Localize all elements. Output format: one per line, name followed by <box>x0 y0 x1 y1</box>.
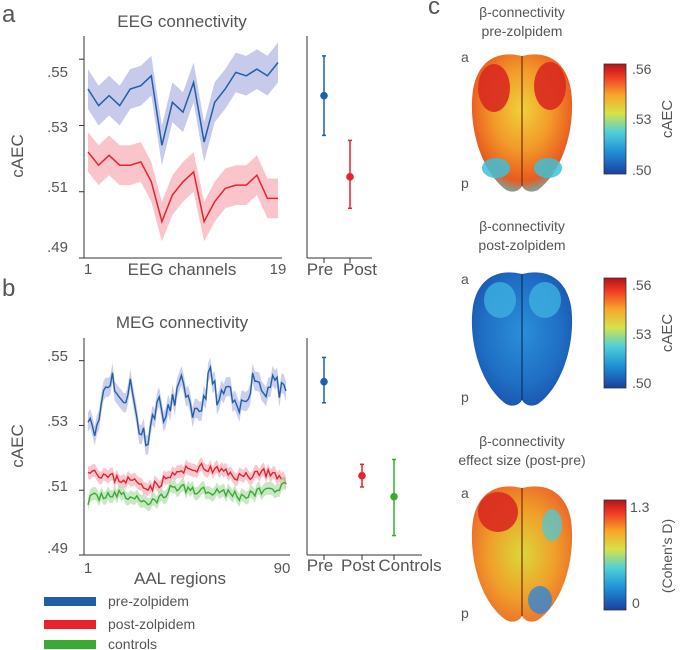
colorbar-label: cAEC <box>659 314 676 353</box>
x-tick-label: 19 <box>270 261 287 278</box>
brain-map-title-line2: effect size (post-pre) <box>458 452 585 468</box>
meg-connectivity-chart: MEG connectivity cAEC AAL regions 1 90 .… <box>8 313 290 588</box>
y-tick-label: .49 <box>47 239 68 256</box>
mean-point-post <box>346 173 354 181</box>
brain-map-title-line1: β-connectivity <box>479 433 565 449</box>
x-axis-label: AAL regions <box>134 569 226 588</box>
brain-region <box>529 282 561 318</box>
brain-map-pre: β-connectivity pre-zolpidem a p .56 .53 … <box>461 4 676 192</box>
category-label-controls: Controls <box>378 556 441 575</box>
series-band-controls <box>88 476 286 512</box>
series-band-post-zolpidem <box>88 457 286 498</box>
legend-label-pre: pre-zolpidem <box>108 593 189 609</box>
colorbar-tick: 1.3 <box>630 499 650 515</box>
meg-mean-chart: Pre Post Controls <box>306 338 442 575</box>
y-tick-label: .51 <box>47 478 68 495</box>
series-band-post-zolpidem <box>88 132 278 242</box>
mean-point-post <box>358 471 366 480</box>
orientation-posterior: p <box>461 605 469 621</box>
colorbar-tick: .50 <box>632 162 652 178</box>
orientation-posterior: p <box>461 389 469 405</box>
brain-map-title-line1: β-connectivity <box>479 4 565 20</box>
legend-label-controls: controls <box>108 636 157 650</box>
colorbar <box>603 277 627 389</box>
mean-point-controls <box>390 492 398 501</box>
colorbar-tick: .56 <box>632 61 652 77</box>
brain-region <box>482 158 510 178</box>
series-band-pre-zolpidem <box>88 357 286 456</box>
brain-hotspot <box>478 492 518 532</box>
eeg-connectivity-chart: EEG connectivity cAEC EEG channels 1 19 … <box>8 12 286 279</box>
colorbar-tick: .56 <box>632 277 652 293</box>
category-label-pre: Pre <box>307 260 333 279</box>
brain-map-title-line2: post-zolpidem <box>478 237 565 253</box>
category-label-post: Post <box>343 260 377 279</box>
y-tick-label: .55 <box>47 348 68 365</box>
brain-map-post: β-connectivity post-zolpidem a p .56 .53… <box>461 218 676 406</box>
series-line-pre-zolpidem <box>87 364 287 447</box>
panel-label-b: b <box>2 275 15 302</box>
brain-hotspot <box>534 62 566 110</box>
brain-map-effect-size: β-connectivity effect size (post-pre) a … <box>458 433 675 622</box>
brain-region <box>484 282 516 318</box>
orientation-posterior: p <box>461 175 469 191</box>
colorbar <box>603 499 627 611</box>
colorbar-label: cAEC <box>659 100 676 139</box>
series-line-post-zolpidem <box>87 151 278 224</box>
brain-region <box>542 509 562 541</box>
y-tick-label: .53 <box>47 413 68 430</box>
panel-label-a: a <box>2 1 16 28</box>
series-line-pre-zolpidem <box>87 62 279 146</box>
brain-map-title-line1: β-connectivity <box>479 218 565 234</box>
colorbar-tick: 0 <box>632 595 640 611</box>
mean-point-pre <box>320 377 328 386</box>
x-tick-label: 1 <box>84 560 92 577</box>
y-tick-label: .55 <box>47 64 68 81</box>
x-axis-label: EEG channels <box>128 260 237 279</box>
y-axis-label: cAEC <box>8 134 27 177</box>
y-tick-label: .49 <box>47 540 68 557</box>
x-tick-label: 90 <box>274 560 291 577</box>
chart-title: EEG connectivity <box>117 12 247 31</box>
colorbar-tick: .53 <box>632 111 652 127</box>
legend-swatch-pre <box>44 597 96 606</box>
series-band-pre-zolpidem <box>88 42 278 166</box>
x-tick-label: 1 <box>84 261 92 278</box>
legend: pre-zolpidem post-zolpidem controls <box>44 593 195 650</box>
brain-region <box>534 158 562 178</box>
colorbar-label: (Cohen's D) <box>659 519 675 593</box>
series-line-controls <box>87 481 287 506</box>
category-label-pre: Pre <box>307 556 333 575</box>
legend-swatch-controls <box>44 640 96 649</box>
chart-title: MEG connectivity <box>116 313 249 332</box>
colorbar <box>603 63 627 175</box>
colorbar-tick: .50 <box>632 375 652 391</box>
brain-region <box>528 586 552 614</box>
legend-label-post: post-zolpidem <box>108 616 195 632</box>
colorbar-tick: .53 <box>632 326 652 342</box>
orientation-anterior: a <box>461 49 469 65</box>
y-tick-label: .53 <box>47 119 68 136</box>
orientation-anterior: a <box>461 271 469 287</box>
brain-hotspot <box>478 64 510 112</box>
y-axis-label: cAEC <box>8 424 27 467</box>
category-label-post: Post <box>341 556 375 575</box>
brain-map-title-line2: pre-zolpidem <box>482 23 563 39</box>
mean-point-pre <box>320 91 328 100</box>
eeg-mean-chart: Pre Post <box>306 36 377 279</box>
orientation-anterior: a <box>461 485 469 501</box>
panel-label-c: c <box>428 0 440 20</box>
y-tick-label: .51 <box>47 179 68 196</box>
series-line-post-zolpidem <box>87 462 287 493</box>
legend-swatch-post <box>44 620 96 629</box>
